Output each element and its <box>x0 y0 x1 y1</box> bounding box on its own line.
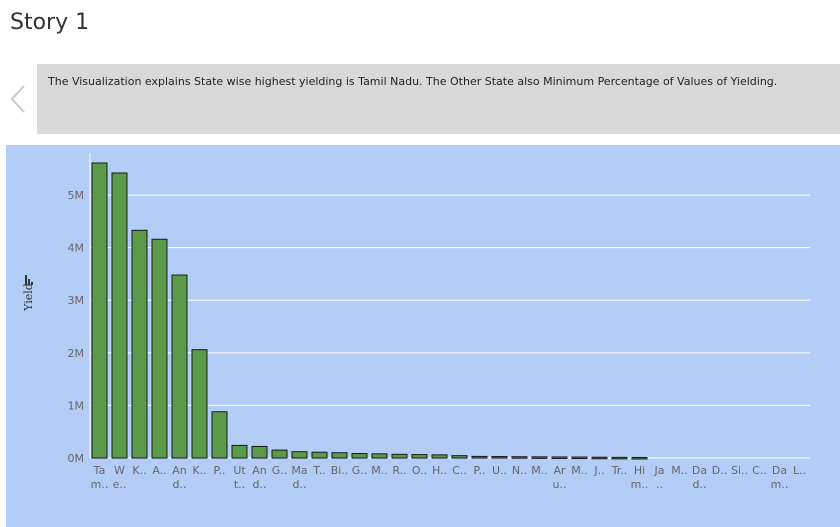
x-tick-label: P.. <box>214 464 226 477</box>
bar[interactable] <box>551 456 568 459</box>
x-tick-label: C.. <box>452 464 467 477</box>
x-tick-label: U.. <box>492 464 507 477</box>
bar[interactable] <box>371 453 388 459</box>
bar[interactable] <box>431 454 448 459</box>
x-tick-label: G.. <box>352 464 368 477</box>
x-tick-label: Bi.. <box>331 464 349 477</box>
x-tick-label: t.. <box>234 478 245 491</box>
bar[interactable] <box>531 456 548 459</box>
caption-text: The Visualization explains State wise hi… <box>48 75 778 88</box>
x-tick-label: C.. <box>752 464 767 477</box>
x-tick-label: m.. <box>631 478 649 491</box>
x-tick-label: u.. <box>553 478 567 491</box>
x-tick-label: P.. <box>474 464 486 477</box>
x-tick-label: A.. <box>152 464 166 477</box>
x-tick-label: d.. <box>253 478 267 491</box>
x-tick-label: Tr.. <box>611 464 628 477</box>
bar[interactable] <box>411 454 428 459</box>
bar[interactable] <box>291 451 308 459</box>
x-tick-label: H.. <box>432 464 447 477</box>
x-tick-label: K.. <box>192 464 206 477</box>
bar[interactable] <box>631 456 648 460</box>
bar[interactable] <box>111 172 128 459</box>
bar[interactable] <box>91 162 108 459</box>
bar[interactable] <box>351 453 368 459</box>
bar[interactable] <box>251 445 268 459</box>
y-tick-label: 1M <box>68 399 85 412</box>
y-tick-label: 2M <box>68 347 85 360</box>
x-tick-label: Ut <box>233 464 246 477</box>
x-tick-label: M.. <box>531 464 547 477</box>
bar[interactable] <box>311 451 328 459</box>
bar[interactable] <box>151 238 168 459</box>
bar[interactable] <box>231 444 248 459</box>
caption-box: The Visualization explains State wise hi… <box>37 64 840 134</box>
bar[interactable] <box>611 456 628 460</box>
y-tick-label: 0M <box>68 452 85 465</box>
x-tick-label: m.. <box>91 478 109 491</box>
x-tick-label: K.. <box>132 464 146 477</box>
bar[interactable] <box>271 449 288 459</box>
x-tick-label: e.. <box>113 478 127 491</box>
x-tick-label: An <box>252 464 267 477</box>
bar[interactable] <box>391 453 408 459</box>
x-tick-label: N.. <box>512 464 527 477</box>
y-axis-title: Yield <box>22 283 35 312</box>
x-tick-label: Ta <box>93 464 106 477</box>
x-tick-label: J.. <box>593 464 604 477</box>
x-tick-label: Da <box>772 464 787 477</box>
x-tick-label: d.. <box>293 478 307 491</box>
chevron-left-icon <box>10 85 25 113</box>
bar[interactable] <box>471 455 488 459</box>
bar[interactable] <box>571 456 588 460</box>
bar[interactable] <box>191 349 208 459</box>
bar[interactable] <box>171 274 188 459</box>
sort-icon[interactable] <box>25 275 33 285</box>
y-tick-label: 3M <box>68 294 85 307</box>
x-tick-label: W <box>114 464 125 477</box>
x-tick-label: G.. <box>272 464 288 477</box>
x-tick-label: Hi <box>634 464 645 477</box>
x-tick-label: Da <box>692 464 707 477</box>
bar[interactable] <box>211 411 228 459</box>
x-tick-label: d.. <box>173 478 187 491</box>
x-tick-label: M.. <box>671 464 687 477</box>
x-tick-label: M.. <box>371 464 387 477</box>
x-tick-label: .. <box>656 478 663 491</box>
x-tick-label: d.. <box>693 478 707 491</box>
bar[interactable] <box>331 452 348 459</box>
story-title: Story 1 <box>10 10 90 35</box>
x-tick-label: Ja <box>654 464 665 477</box>
y-tick-label: 4M <box>68 242 85 255</box>
x-tick-label: L.. <box>793 464 806 477</box>
x-tick-label: Ar <box>553 464 566 477</box>
y-tick-label: 5M <box>68 189 85 202</box>
x-tick-label: D.. <box>712 464 727 477</box>
x-tick-label: O.. <box>412 464 427 477</box>
x-tick-label: R.. <box>392 464 406 477</box>
bar[interactable] <box>131 229 148 459</box>
bar[interactable] <box>511 456 528 459</box>
x-tick-label: M.. <box>571 464 587 477</box>
x-tick-label: Ma <box>291 464 307 477</box>
x-tick-label: T.. <box>312 464 325 477</box>
x-tick-label: m.. <box>771 478 789 491</box>
x-tick-label: Si.. <box>731 464 748 477</box>
bar[interactable] <box>451 455 468 459</box>
prev-story-button[interactable] <box>6 84 32 114</box>
x-tick-label: An <box>172 464 187 477</box>
bar[interactable] <box>591 456 608 460</box>
bar[interactable] <box>491 456 508 459</box>
